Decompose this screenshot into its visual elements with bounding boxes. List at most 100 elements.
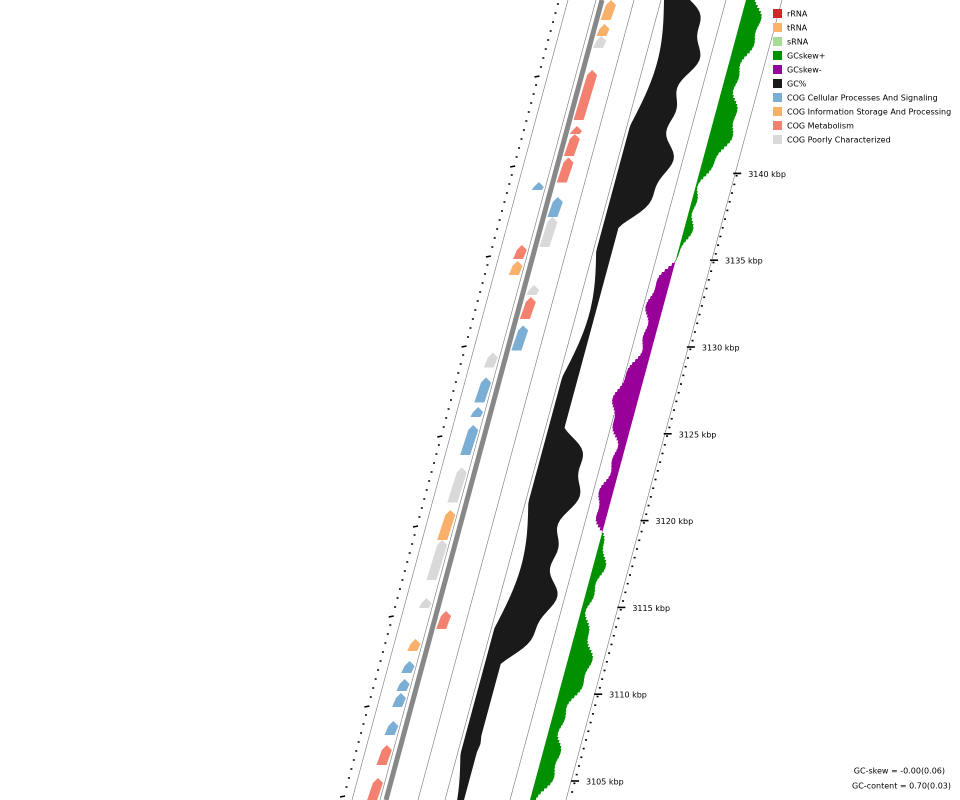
tick-label: 3140 kbp <box>748 170 786 179</box>
gc-skew-positive <box>696 179 702 183</box>
gc-skew-positive <box>742 11 762 15</box>
gc-skew-negative <box>621 383 643 387</box>
gc-skew-negative <box>643 332 657 336</box>
gc-skew-positive <box>593 563 607 567</box>
gc-skew-positive <box>562 677 585 681</box>
gc-skew-positive <box>738 26 758 30</box>
gc-skew-negative <box>597 509 609 513</box>
gc-skew-positive <box>541 755 560 759</box>
gc-skew-negative <box>655 284 670 288</box>
gc-skew-positive <box>550 719 565 723</box>
gc-skew-positive <box>597 548 604 552</box>
ring-dot <box>339 795 346 798</box>
gc-skew-positive <box>590 572 603 576</box>
gc-skew-positive <box>683 227 694 231</box>
gc-skew-negative <box>612 422 633 426</box>
gc-skew-positive <box>721 86 735 90</box>
gc-content-stat: GC-content = 0.70(0.03) <box>852 782 951 791</box>
gc-skew-negative <box>611 467 620 471</box>
ring-line <box>565 0 783 800</box>
gc-skew-positive <box>730 53 748 57</box>
gc-skew-negative <box>649 296 667 300</box>
tick-label: 3135 kbp <box>725 257 763 266</box>
gc-skew-negative <box>598 491 614 495</box>
gc-skew-negative <box>599 527 604 531</box>
legend-label: GCskew+ <box>787 52 825 61</box>
ring-dot <box>461 345 467 348</box>
gc-skew-positive <box>587 584 596 588</box>
legend-swatch <box>773 51 782 60</box>
gc-skew-positive <box>694 188 698 192</box>
tracks <box>339 0 783 800</box>
gc-skew-positive <box>533 785 548 789</box>
gc-skew-positive <box>530 794 539 798</box>
gene <box>526 285 540 295</box>
gc-skew-negative <box>612 428 631 432</box>
gene <box>513 245 527 259</box>
gene <box>396 679 410 691</box>
gc-skew-positive <box>707 140 731 144</box>
gc-skew-negative <box>625 374 646 378</box>
gc-skew-positive <box>566 662 592 666</box>
gc-skew-negative <box>617 446 626 450</box>
gc-skew-positive <box>572 641 589 645</box>
gc-skew-positive <box>739 20 761 24</box>
gc-skew-positive <box>575 629 590 633</box>
tick-label: 3105 kbp <box>586 778 624 787</box>
gc-skew-negative <box>612 404 637 408</box>
gc-skew-negative <box>611 458 623 462</box>
gc-skew-negative <box>608 476 618 480</box>
gc-skew-negative <box>610 470 620 474</box>
gene <box>531 182 544 190</box>
gc-skew-positive <box>592 566 606 570</box>
gc-skew-positive <box>556 698 572 702</box>
gc-skew-positive <box>706 143 728 147</box>
gene <box>474 377 492 403</box>
gc-skew-negative <box>667 266 675 270</box>
gc-skew-negative <box>658 275 672 279</box>
gc-skew-positive <box>574 632 590 636</box>
gc-skew-positive <box>682 233 692 237</box>
gc-skew-positive <box>534 779 554 783</box>
legend-swatch <box>773 121 782 130</box>
gc-skew-negative <box>647 323 659 327</box>
gc-skew-negative <box>656 278 671 282</box>
gc-skew-negative <box>642 335 656 339</box>
gc-skew-positive <box>715 110 738 114</box>
gc-skew-positive <box>687 215 692 219</box>
gc-skew-positive <box>571 644 589 648</box>
gc-skew-positive <box>564 668 588 672</box>
ring-line <box>351 0 569 800</box>
gc-skew-negative <box>646 302 665 306</box>
gc-skew-positive <box>594 557 606 561</box>
gc-skew-positive <box>548 728 560 732</box>
gc-skew-positive <box>681 236 689 240</box>
gc-skew-negative <box>614 392 641 396</box>
gene <box>436 611 452 629</box>
gc-skew-negative <box>614 413 635 417</box>
gc-skew-positive <box>743 5 758 9</box>
legend-label: COG Information Storage And Processing <box>787 108 951 117</box>
gc-skew-positive <box>735 35 756 39</box>
gc-skew-positive <box>678 245 683 249</box>
gc-skew-positive <box>544 743 561 747</box>
gc-skew-positive <box>589 575 600 579</box>
gc-skew-positive <box>731 50 751 54</box>
ring-dot <box>388 615 394 618</box>
gc-skew-positive <box>709 131 734 135</box>
ring-dot <box>485 255 492 258</box>
ring-line <box>444 0 662 800</box>
gc-skew-positive <box>586 587 596 591</box>
gene <box>547 197 563 217</box>
legend-swatch <box>773 135 782 144</box>
gc-skew-negative <box>634 359 650 363</box>
gc-skew-positive <box>585 590 596 594</box>
gene <box>573 70 598 120</box>
gc-skew-positive <box>599 539 605 543</box>
gc-skew-negative <box>611 398 639 402</box>
gc-skew-negative <box>611 461 622 465</box>
gc-skew-negative <box>599 488 615 492</box>
gc-skew-positive <box>721 89 734 93</box>
gc-skew-positive <box>741 14 762 18</box>
